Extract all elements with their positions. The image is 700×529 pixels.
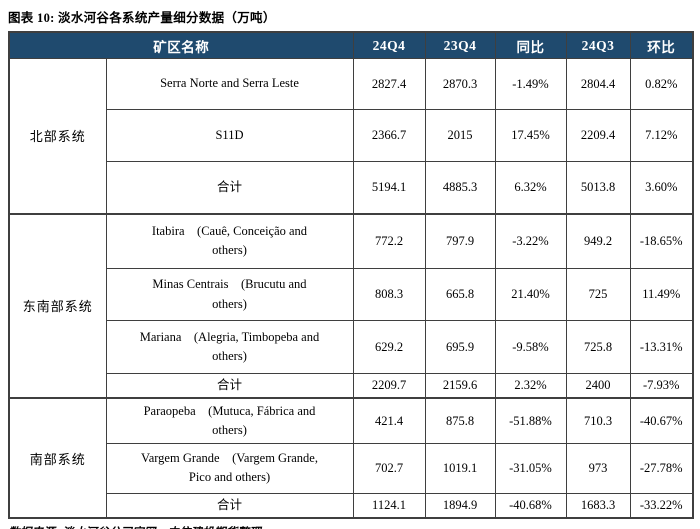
value-cell: -7.93% xyxy=(629,373,694,399)
mine-name-cell: Paraopeba (Mutuca, Fábrica and others) xyxy=(105,397,354,444)
production-table: 矿区名称 24Q4 23Q4 同比 24Q3 环比 北部系统 Serra Nor… xyxy=(8,31,694,520)
value-cell: 421.4 xyxy=(352,397,426,444)
table-row: 东南部系统 Itabira (Cauê, Conceição and other… xyxy=(8,212,694,399)
figure-title: 图表 10: 淡水河谷各系统产量细分数据（万吨） xyxy=(8,11,276,25)
header-24q4: 24Q4 xyxy=(352,31,426,59)
system-cell-southeast: 东南部系统 xyxy=(8,212,107,399)
value-cell: 11.49% xyxy=(629,268,694,321)
value-cell: -31.05% xyxy=(494,442,567,494)
value-cell: 725.8 xyxy=(565,320,631,374)
value-cell: 7.12% xyxy=(629,109,694,162)
value-cell: 1683.3 xyxy=(565,492,631,519)
value-cell: 4885.3 xyxy=(424,161,496,214)
header-qoq: 环比 xyxy=(629,31,694,59)
mine-name-cell: Minas Centrais (Brucutu and others) xyxy=(105,268,354,321)
value-cell: 665.8 xyxy=(424,268,496,321)
mine-name-cell: Itabira (Cauê, Conceição and others) xyxy=(105,212,354,269)
value-cell: -1.49% xyxy=(494,58,567,110)
value-cell: 2400 xyxy=(565,373,631,399)
system-cell-south: 南部系统 xyxy=(8,397,107,519)
value-cell: 5194.1 xyxy=(352,161,426,214)
header-24q3: 24Q3 xyxy=(565,31,631,59)
value-cell: 2804.4 xyxy=(565,58,631,110)
value-cell: 695.9 xyxy=(424,320,496,374)
value-cell: 6.32% xyxy=(494,161,567,214)
value-cell: -13.31% xyxy=(629,320,694,374)
value-cell: -40.67% xyxy=(629,397,694,444)
value-cell: -33.22% xyxy=(629,492,694,519)
value-cell: 949.2 xyxy=(565,212,631,269)
total-label-cell: 合计 xyxy=(105,373,354,399)
value-cell: 2209.4 xyxy=(565,109,631,162)
value-cell: 702.7 xyxy=(352,442,426,494)
mine-name-cell: Vargem Grande (Vargem Grande, Pico and o… xyxy=(105,442,354,494)
value-cell: 808.3 xyxy=(352,268,426,321)
system-cell-north: 北部系统 xyxy=(8,58,107,214)
value-cell: 1124.1 xyxy=(352,492,426,519)
header-yoy: 同比 xyxy=(494,31,567,59)
table-row: Vargem Grande (Vargem Grande, Pico and o… xyxy=(9,442,694,494)
value-cell: 1894.9 xyxy=(424,492,496,519)
table-header-row: 矿区名称 24Q4 23Q4 同比 24Q3 环比 xyxy=(8,31,694,59)
value-cell: -9.58% xyxy=(494,320,567,374)
value-cell: 1019.1 xyxy=(424,442,496,494)
table-row-total: 合计 2209.7 2159.6 2.32% 2400 -7.93% xyxy=(9,373,694,399)
value-cell: 2827.4 xyxy=(352,58,426,110)
table-row: Mariana (Alegria, Timbopeba and others) … xyxy=(9,320,694,374)
value-cell: 17.45% xyxy=(494,109,567,162)
value-cell: 2366.7 xyxy=(352,109,426,162)
table-row-total: 合计 1124.1 1894.9 -40.68% 1683.3 -33.22% xyxy=(9,492,694,519)
table-row: 北部系统 Serra Norte and Serra Leste 2827.4 … xyxy=(8,58,694,214)
header-mine-name: 矿区名称 xyxy=(8,31,354,59)
value-cell: -3.22% xyxy=(494,212,567,269)
value-cell: 2.32% xyxy=(494,373,567,399)
value-cell: 875.8 xyxy=(424,397,496,444)
value-cell: 797.9 xyxy=(424,212,496,269)
value-cell: 2015 xyxy=(424,109,496,162)
value-cell: 772.2 xyxy=(352,212,426,269)
mine-name-cell: Serra Norte and Serra Leste xyxy=(105,58,354,110)
table-row: S11D 2366.7 2015 17.45% 2209.4 7.12% xyxy=(9,109,694,162)
table-row-total: 合计 5194.1 4885.3 6.32% 5013.8 3.60% xyxy=(9,161,694,214)
table-row: Minas Centrais (Brucutu and others) 808.… xyxy=(9,268,694,321)
value-cell: 973 xyxy=(565,442,631,494)
header-23q4: 23Q4 xyxy=(424,31,496,59)
value-cell: 710.3 xyxy=(565,397,631,444)
value-cell: 2870.3 xyxy=(424,58,496,110)
mine-name-cell: S11D xyxy=(105,109,354,162)
value-cell: 3.60% xyxy=(629,161,694,214)
data-source-note: 数据来源: 淡水河谷公司官网，中信建投期货整理 xyxy=(8,524,700,529)
value-cell: 21.40% xyxy=(494,268,567,321)
value-cell: -27.78% xyxy=(629,442,694,494)
value-cell: -18.65% xyxy=(629,212,694,269)
value-cell: 0.82% xyxy=(629,58,694,110)
value-cell: 2209.7 xyxy=(352,373,426,399)
mine-name-cell: Mariana (Alegria, Timbopeba and others) xyxy=(105,320,354,374)
value-cell: -51.88% xyxy=(494,397,567,444)
table-row: 南部系统 Paraopeba (Mutuca, Fábrica and othe… xyxy=(8,397,694,519)
value-cell: 2159.6 xyxy=(424,373,496,399)
report-figure-page: 图表 10: 淡水河谷各系统产量细分数据（万吨） 矿区名称 24Q4 23Q4 … xyxy=(0,7,700,529)
total-label-cell: 合计 xyxy=(105,492,354,519)
value-cell: 725 xyxy=(565,268,631,321)
value-cell: 5013.8 xyxy=(565,161,631,214)
value-cell: -40.68% xyxy=(494,492,567,519)
value-cell: 629.2 xyxy=(352,320,426,374)
total-label-cell: 合计 xyxy=(105,161,354,214)
